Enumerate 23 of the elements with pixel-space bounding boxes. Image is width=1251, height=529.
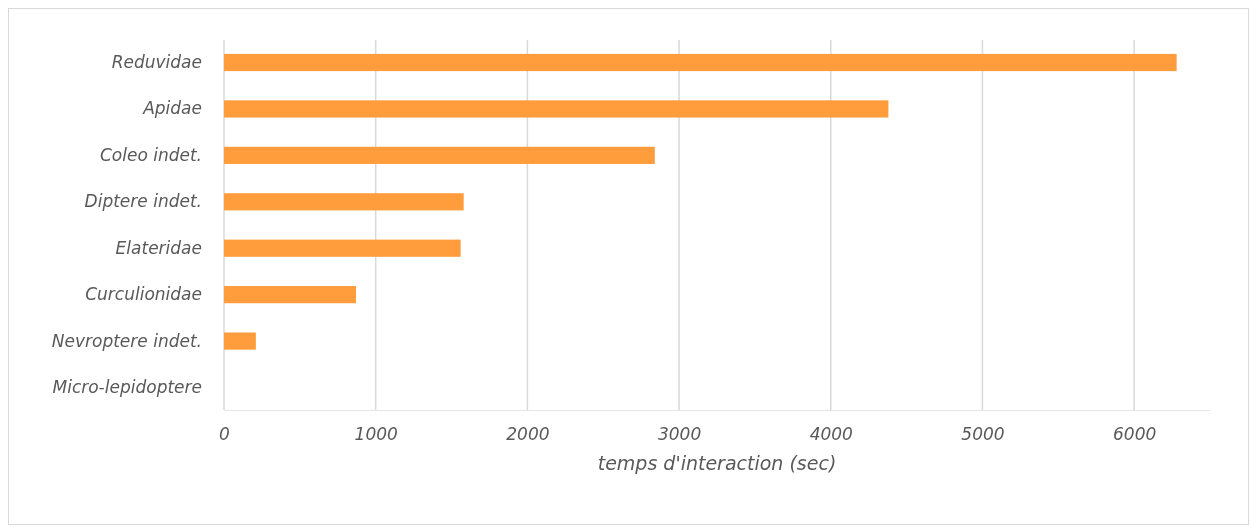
bar xyxy=(224,100,889,118)
x-tick-label: 5000 xyxy=(961,424,1005,445)
y-tick-label: Micro-lepidoptere xyxy=(52,376,202,397)
bar xyxy=(224,332,256,350)
y-tick-label: Nevroptere indet. xyxy=(51,330,202,351)
x-tick-label: 4000 xyxy=(809,424,853,445)
y-tick-label: Diptere indet. xyxy=(84,191,202,212)
x-tick-label: 0 xyxy=(219,424,230,445)
x-tick-label: 2000 xyxy=(506,424,550,445)
bar xyxy=(224,239,461,257)
x-axis-title: temps d'interaction (sec) xyxy=(597,452,837,474)
bar xyxy=(224,146,655,164)
y-tick-label: Reduvidae xyxy=(111,51,202,72)
x-tick-label: 6000 xyxy=(1113,424,1157,445)
x-tick-label: 1000 xyxy=(354,424,398,445)
y-tick-label: Curculionidae xyxy=(85,284,202,305)
y-tick-label: Coleo indet. xyxy=(99,144,202,165)
bar xyxy=(224,193,464,211)
y-tick-label: Elateridae xyxy=(115,237,202,258)
y-tick-label: Apidae xyxy=(142,98,202,119)
bar xyxy=(224,53,1177,72)
bar xyxy=(224,286,356,304)
x-tick-label: 3000 xyxy=(657,424,702,445)
